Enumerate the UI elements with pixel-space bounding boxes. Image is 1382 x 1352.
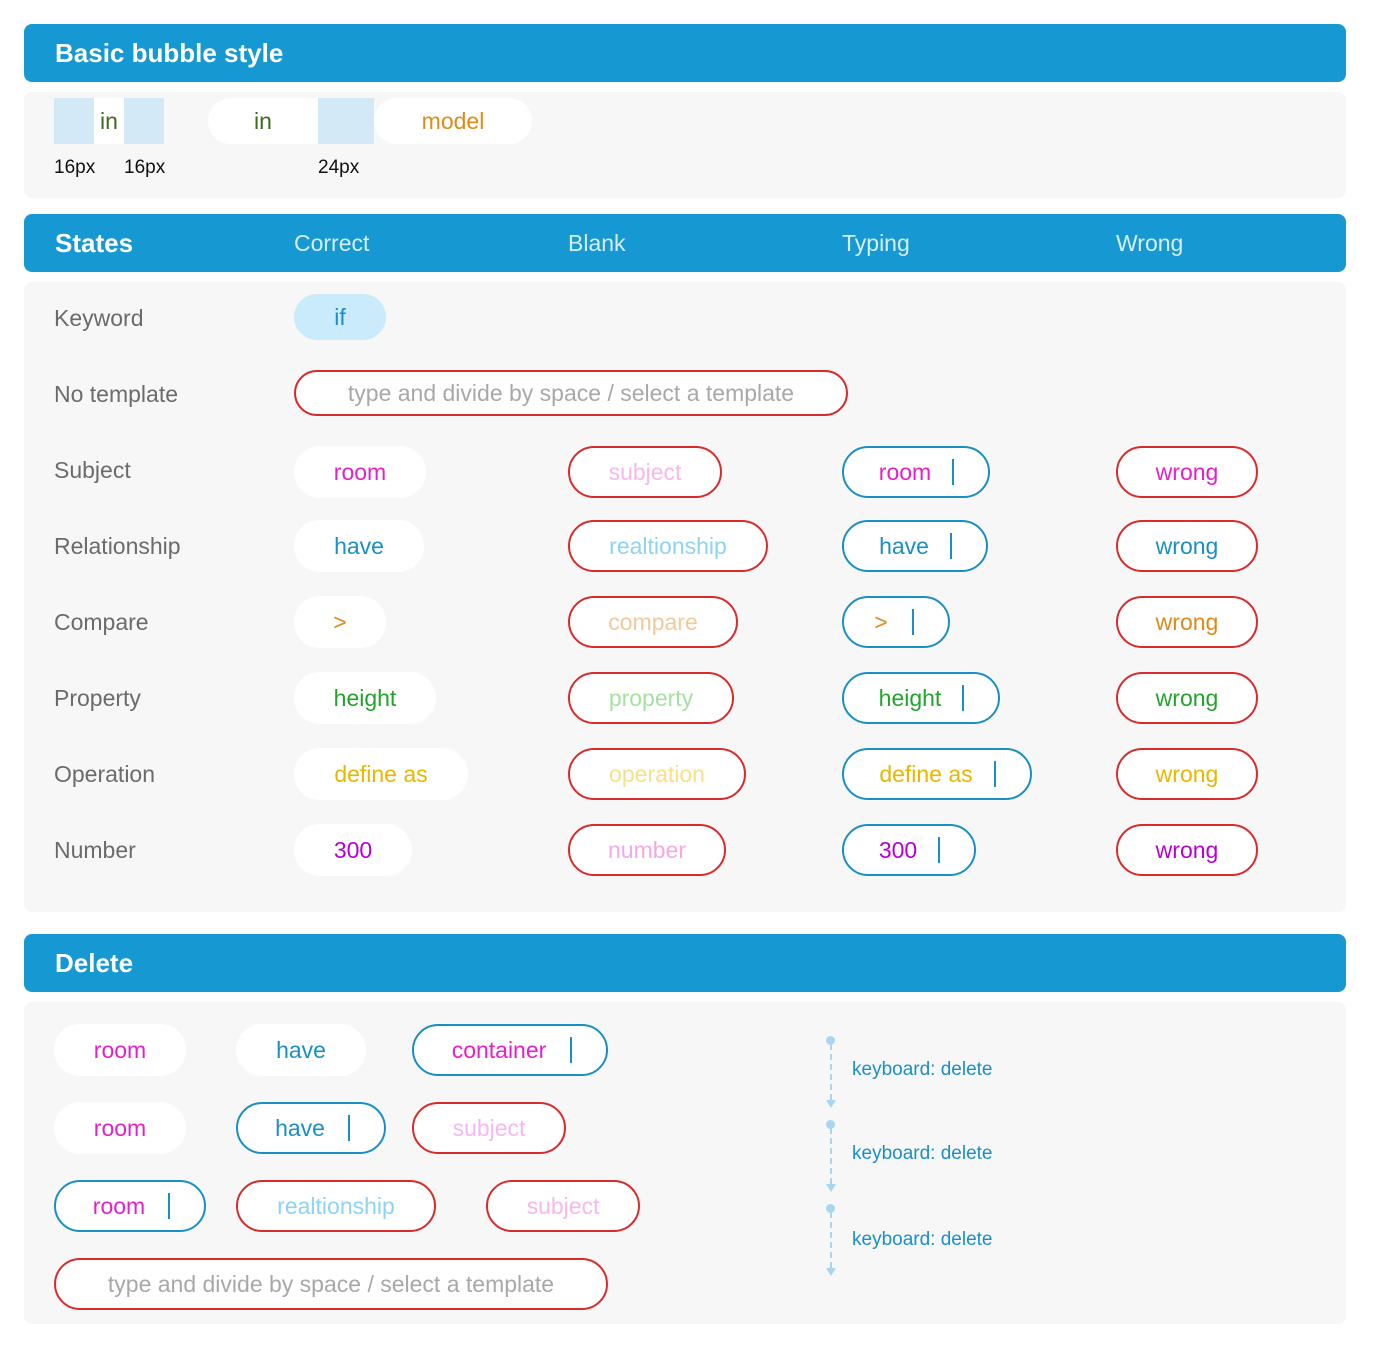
arrow-down-icon (826, 1184, 836, 1192)
subject-typing-bubble[interactable]: room (842, 446, 990, 498)
delete-blank-bubble[interactable]: realtionship (236, 1180, 436, 1232)
padding-spacer (54, 98, 94, 144)
relationship-correct-bubble[interactable]: have (294, 520, 424, 572)
relationship-blank-bubble[interactable]: realtionship (568, 520, 768, 572)
flow-start-dot (826, 1036, 835, 1045)
operation-wrong-bubble[interactable]: wrong (1116, 748, 1258, 800)
delete-typing-bubble[interactable]: container (412, 1024, 608, 1076)
column-correct: Correct (294, 230, 370, 256)
relationship-wrong-bubble[interactable]: wrong (1116, 520, 1258, 572)
row-label-no-template: No template (54, 381, 179, 407)
flow-start-dot (826, 1120, 835, 1129)
arrow-down-icon (826, 1100, 836, 1108)
compare-blank-bubble[interactable]: compare (568, 596, 738, 648)
text-caret (938, 837, 940, 863)
compare-wrong-bubble[interactable]: wrong (1116, 596, 1258, 648)
word-model-bubble: model (374, 98, 532, 144)
typing-text: room (878, 459, 932, 485)
text-caret (962, 685, 964, 711)
keyboard-delete-label: keyboard: delete (852, 1229, 993, 1250)
dimension-label: 16px (124, 157, 166, 178)
delete-subject-bubble[interactable]: room (54, 1024, 186, 1076)
column-wrong: Wrong (1116, 230, 1184, 256)
keyboard-delete-label: keyboard: delete (852, 1059, 993, 1080)
row-label-relationship: Relationship (54, 533, 181, 559)
row-label-compare: Compare (54, 609, 149, 635)
section-title: Delete (55, 948, 134, 978)
row-label-keyword: Keyword (54, 305, 144, 331)
delete-header: Delete (24, 934, 1346, 992)
compare-typing-bubble[interactable]: > (842, 596, 950, 648)
delete-blank-bubble[interactable]: subject (486, 1180, 640, 1232)
basic-bubble-style-header: Basic bubble style (24, 24, 1346, 82)
subject-correct-bubble[interactable]: room (294, 446, 426, 498)
word-in-bubble: in (94, 98, 124, 144)
delete-typing-bubble[interactable]: have (236, 1102, 386, 1154)
typing-text: container (451, 1037, 547, 1063)
property-wrong-bubble[interactable]: wrong (1116, 672, 1258, 724)
property-correct-bubble[interactable]: height (294, 672, 436, 724)
number-correct-bubble[interactable]: 300 (294, 824, 412, 876)
relationship-typing-bubble[interactable]: have (842, 520, 988, 572)
delete-relationship-bubble[interactable]: have (236, 1024, 366, 1076)
operation-correct-bubble[interactable]: define as (294, 748, 468, 800)
dimension-label: 24px (318, 157, 360, 178)
operation-blank-bubble[interactable]: operation (568, 748, 746, 800)
arrow-down-icon (826, 1268, 836, 1276)
typing-text: room (92, 1193, 146, 1219)
padding-spacer (124, 98, 164, 144)
gap-spacer (318, 98, 374, 144)
column-typing: Typing (842, 230, 910, 256)
section-title: States (55, 228, 134, 258)
flow-dashed-line (830, 1044, 832, 1100)
subject-wrong-bubble[interactable]: wrong (1116, 446, 1258, 498)
typing-text: have (879, 533, 929, 559)
number-wrong-bubble[interactable]: wrong (1116, 824, 1258, 876)
word-in-bubble: in (208, 98, 318, 144)
number-blank-bubble[interactable]: number (568, 824, 726, 876)
flow-dashed-line (830, 1212, 832, 1268)
row-label-subject: Subject (54, 457, 131, 483)
typing-text: > (874, 609, 888, 635)
compare-correct-bubble[interactable]: > (294, 596, 386, 648)
row-label-number: Number (54, 837, 136, 863)
number-typing-bubble[interactable]: 300 (842, 824, 976, 876)
text-caret (912, 609, 914, 635)
text-caret (994, 761, 996, 787)
template-input[interactable]: type and divide by space / select a temp… (294, 370, 848, 416)
operation-typing-bubble[interactable]: define as (842, 748, 1032, 800)
states-header: States Correct Blank Typing Wrong (24, 214, 1346, 272)
delete-subject-bubble[interactable]: room (54, 1102, 186, 1154)
row-label-property: Property (54, 685, 141, 711)
text-caret (168, 1193, 170, 1219)
typing-text: define as (879, 761, 973, 787)
property-typing-bubble[interactable]: height (842, 672, 1000, 724)
keyboard-delete-label: keyboard: delete (852, 1143, 993, 1164)
typing-text: 300 (878, 837, 918, 863)
flow-dashed-line (830, 1128, 832, 1184)
column-blank: Blank (568, 230, 626, 256)
section-title: Basic bubble style (55, 38, 284, 68)
dimension-label: 16px (54, 157, 96, 178)
delete-typing-bubble[interactable]: room (54, 1180, 206, 1232)
typing-text: have (275, 1115, 325, 1141)
flow-start-dot (826, 1204, 835, 1213)
text-caret (952, 459, 954, 485)
subject-blank-bubble[interactable]: subject (568, 446, 722, 498)
typing-text: height (878, 685, 942, 711)
property-blank-bubble[interactable]: property (568, 672, 734, 724)
text-caret (348, 1115, 350, 1141)
delete-template-input[interactable]: type and divide by space / select a temp… (54, 1258, 608, 1310)
keyword-bubble[interactable]: if (294, 294, 386, 340)
text-caret (570, 1037, 572, 1063)
delete-blank-bubble[interactable]: subject (412, 1102, 566, 1154)
row-label-operation: Operation (54, 761, 156, 787)
text-caret (950, 533, 952, 559)
